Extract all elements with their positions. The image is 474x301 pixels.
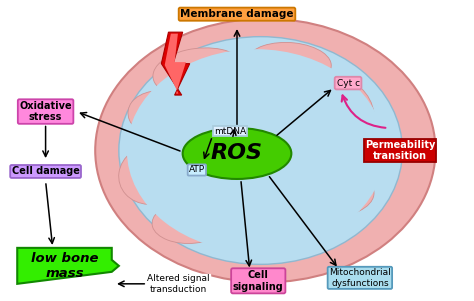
Ellipse shape — [182, 128, 292, 179]
Ellipse shape — [119, 37, 402, 264]
Text: ATP: ATP — [189, 166, 205, 175]
Ellipse shape — [127, 49, 385, 252]
Text: Cell
signaling: Cell signaling — [233, 270, 283, 292]
Ellipse shape — [218, 204, 303, 247]
Ellipse shape — [308, 79, 374, 150]
Text: Cyt c: Cyt c — [337, 79, 360, 88]
Text: Permeability
transition: Permeability transition — [365, 140, 435, 161]
Polygon shape — [164, 34, 186, 94]
Text: mtDNA: mtDNA — [214, 126, 246, 135]
Text: Altered signal
transduction: Altered signal transduction — [146, 274, 209, 293]
Ellipse shape — [128, 91, 195, 138]
Text: ROS: ROS — [211, 144, 263, 163]
Ellipse shape — [95, 19, 436, 282]
Ellipse shape — [153, 48, 246, 97]
Ellipse shape — [289, 169, 374, 216]
Text: Cell damage: Cell damage — [12, 166, 80, 176]
Text: Membrane damage: Membrane damage — [180, 9, 294, 19]
Text: Mitochondrial
dysfunctions: Mitochondrial dysfunctions — [329, 268, 391, 287]
Polygon shape — [161, 32, 190, 95]
Ellipse shape — [152, 201, 228, 244]
Polygon shape — [17, 248, 119, 284]
Ellipse shape — [246, 42, 331, 85]
Ellipse shape — [118, 144, 185, 204]
Text: Oxidative
stress: Oxidative stress — [19, 101, 72, 122]
Text: low bone
mass: low bone mass — [31, 252, 98, 280]
